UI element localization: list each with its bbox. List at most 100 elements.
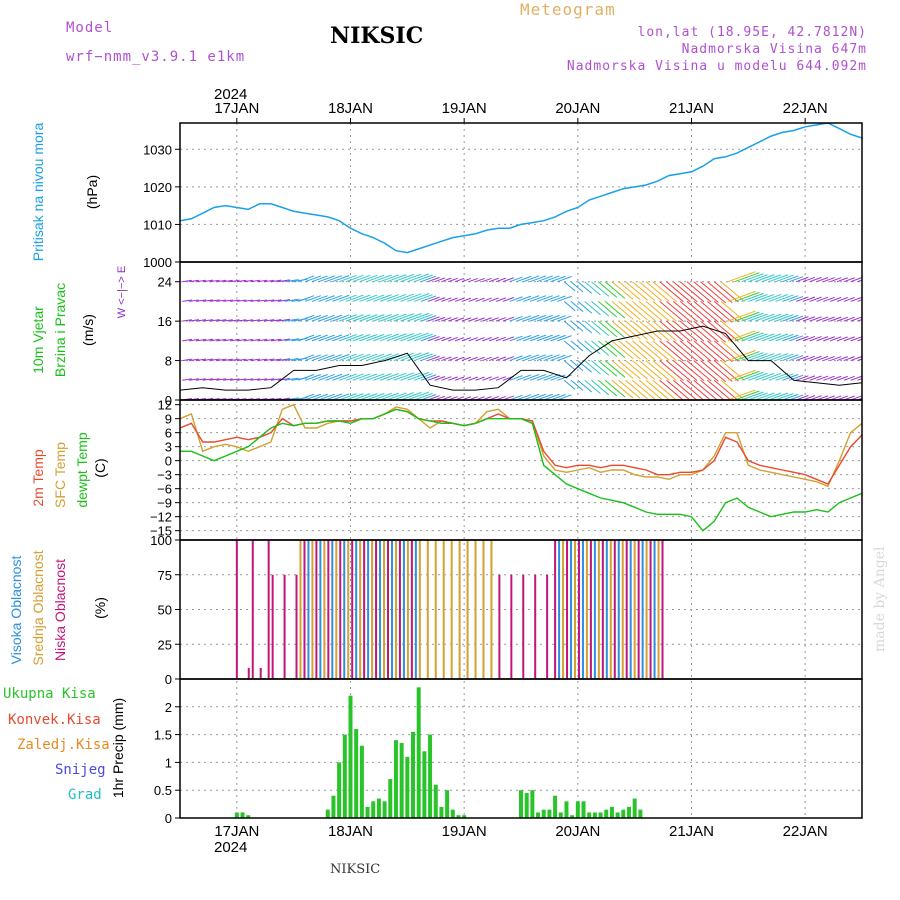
legend-graupel: Grad [68, 787, 102, 803]
temp-unit: (C) [92, 458, 108, 478]
wind-arrow [223, 338, 233, 342]
dewpt-label: dewpt Temp [74, 432, 90, 508]
sfc-temp-label: SFC Temp [52, 442, 68, 508]
wind-arrow [850, 336, 862, 342]
wind-arrow [366, 373, 385, 381]
footer-station: NIKSIC [330, 862, 381, 877]
wind-arrow [468, 356, 478, 362]
wind-arrow [707, 301, 733, 323]
wind-arrow [298, 374, 315, 381]
wind-label-2: Brzina i Pravac [52, 282, 68, 378]
wind-arrow [597, 320, 618, 338]
wind-arrow [216, 299, 227, 302]
wind-arrow [830, 336, 842, 342]
wind-arrow [202, 338, 214, 342]
precip-bar [240, 812, 245, 818]
wind-arrow [352, 274, 371, 283]
wind-arrow [352, 373, 371, 381]
wind-arrow [843, 277, 855, 283]
wind-arrow [516, 335, 532, 342]
wind-arrow [748, 333, 768, 342]
wind-arrow [448, 277, 458, 283]
wind-arrow [304, 374, 321, 381]
wind-arrow [332, 275, 350, 283]
legend-total-precip: Ukupna Kisa [3, 686, 96, 702]
wind-arrow [823, 316, 835, 322]
precip-bar [411, 731, 416, 818]
wind-arrow [325, 294, 343, 302]
model-altitude-label: Nadmorska Visina u modelu 644.092m [566, 59, 867, 74]
wind-arrow [502, 316, 515, 322]
precip-bar [570, 815, 575, 818]
wind-arrow [557, 295, 572, 302]
wind-arrow [461, 337, 472, 342]
wind-arrow [434, 316, 446, 322]
wind-arrow [843, 356, 855, 362]
wind-arrow [816, 375, 829, 381]
wind-arrow [632, 281, 656, 301]
wind-arrow [195, 299, 207, 302]
pressure-tick-label: 1030 [143, 142, 172, 157]
wind-arrow [298, 295, 315, 302]
wind-arrow [243, 279, 254, 283]
wind-arrow [236, 338, 247, 342]
wind-arrow [257, 378, 268, 381]
wind-arrow [202, 279, 214, 283]
wind-arrow [659, 399, 661, 400]
wind-arrow [448, 336, 458, 342]
wind-arrow [379, 372, 400, 381]
wind-arrow [366, 393, 385, 400]
wind-arrow [720, 281, 745, 302]
wind-arrow [223, 279, 233, 283]
wind-arrow [407, 273, 430, 283]
wind-arrow [714, 399, 716, 400]
sfc-temp-line [179, 403, 863, 488]
wind-arrow [495, 356, 506, 362]
wind-arrow [611, 379, 634, 399]
wind-arrow [550, 394, 566, 400]
wind-arrow [373, 333, 392, 342]
wind-arrow [666, 399, 668, 400]
wind-arrow [216, 319, 227, 322]
wind-arrow [577, 379, 593, 393]
temp-tick-label: 12 [158, 398, 172, 413]
year-label-bottom: 2024 [214, 839, 248, 856]
wind-arrow [243, 338, 254, 342]
wind-arrow [720, 379, 745, 400]
wind-arrow [570, 340, 584, 352]
wind-arrow [850, 316, 862, 322]
wind-arrow [366, 353, 385, 362]
precip-bar [416, 687, 421, 818]
wind-arrow [441, 297, 452, 302]
wind-arrow [373, 353, 392, 362]
wind-arrow [352, 294, 371, 302]
wind-arrow [836, 356, 848, 362]
wind-arrow [332, 334, 350, 342]
cloud-tick-label: 50 [158, 603, 172, 618]
wind-arrow [775, 274, 794, 283]
wind-arrow [216, 279, 227, 283]
wind-arrow [680, 399, 681, 400]
wind-arrow [795, 355, 809, 362]
wind-arrow [632, 320, 656, 341]
wind-arrow [550, 275, 566, 283]
precip-bar [365, 806, 370, 818]
wind-arrow [420, 334, 437, 342]
wind-arrow [277, 299, 291, 302]
wind-arrow [550, 334, 566, 342]
wind-arrow [489, 376, 499, 381]
wind-arrow [229, 378, 240, 381]
wind-arrow [543, 334, 560, 342]
precip-bar [462, 815, 467, 818]
wind-arrow [400, 273, 422, 283]
wind-arrow [318, 354, 335, 362]
wind-arrow [754, 313, 775, 322]
wind-arrow [454, 317, 465, 322]
wind-arrow [311, 374, 328, 381]
wind-arrow [720, 301, 745, 322]
wind-arrow [645, 301, 670, 322]
wind-arrow [761, 392, 782, 400]
wind-arrow [789, 374, 804, 381]
wind-arrow [386, 274, 407, 283]
high-cloud-label: Visoka Oblacnost [8, 555, 24, 665]
